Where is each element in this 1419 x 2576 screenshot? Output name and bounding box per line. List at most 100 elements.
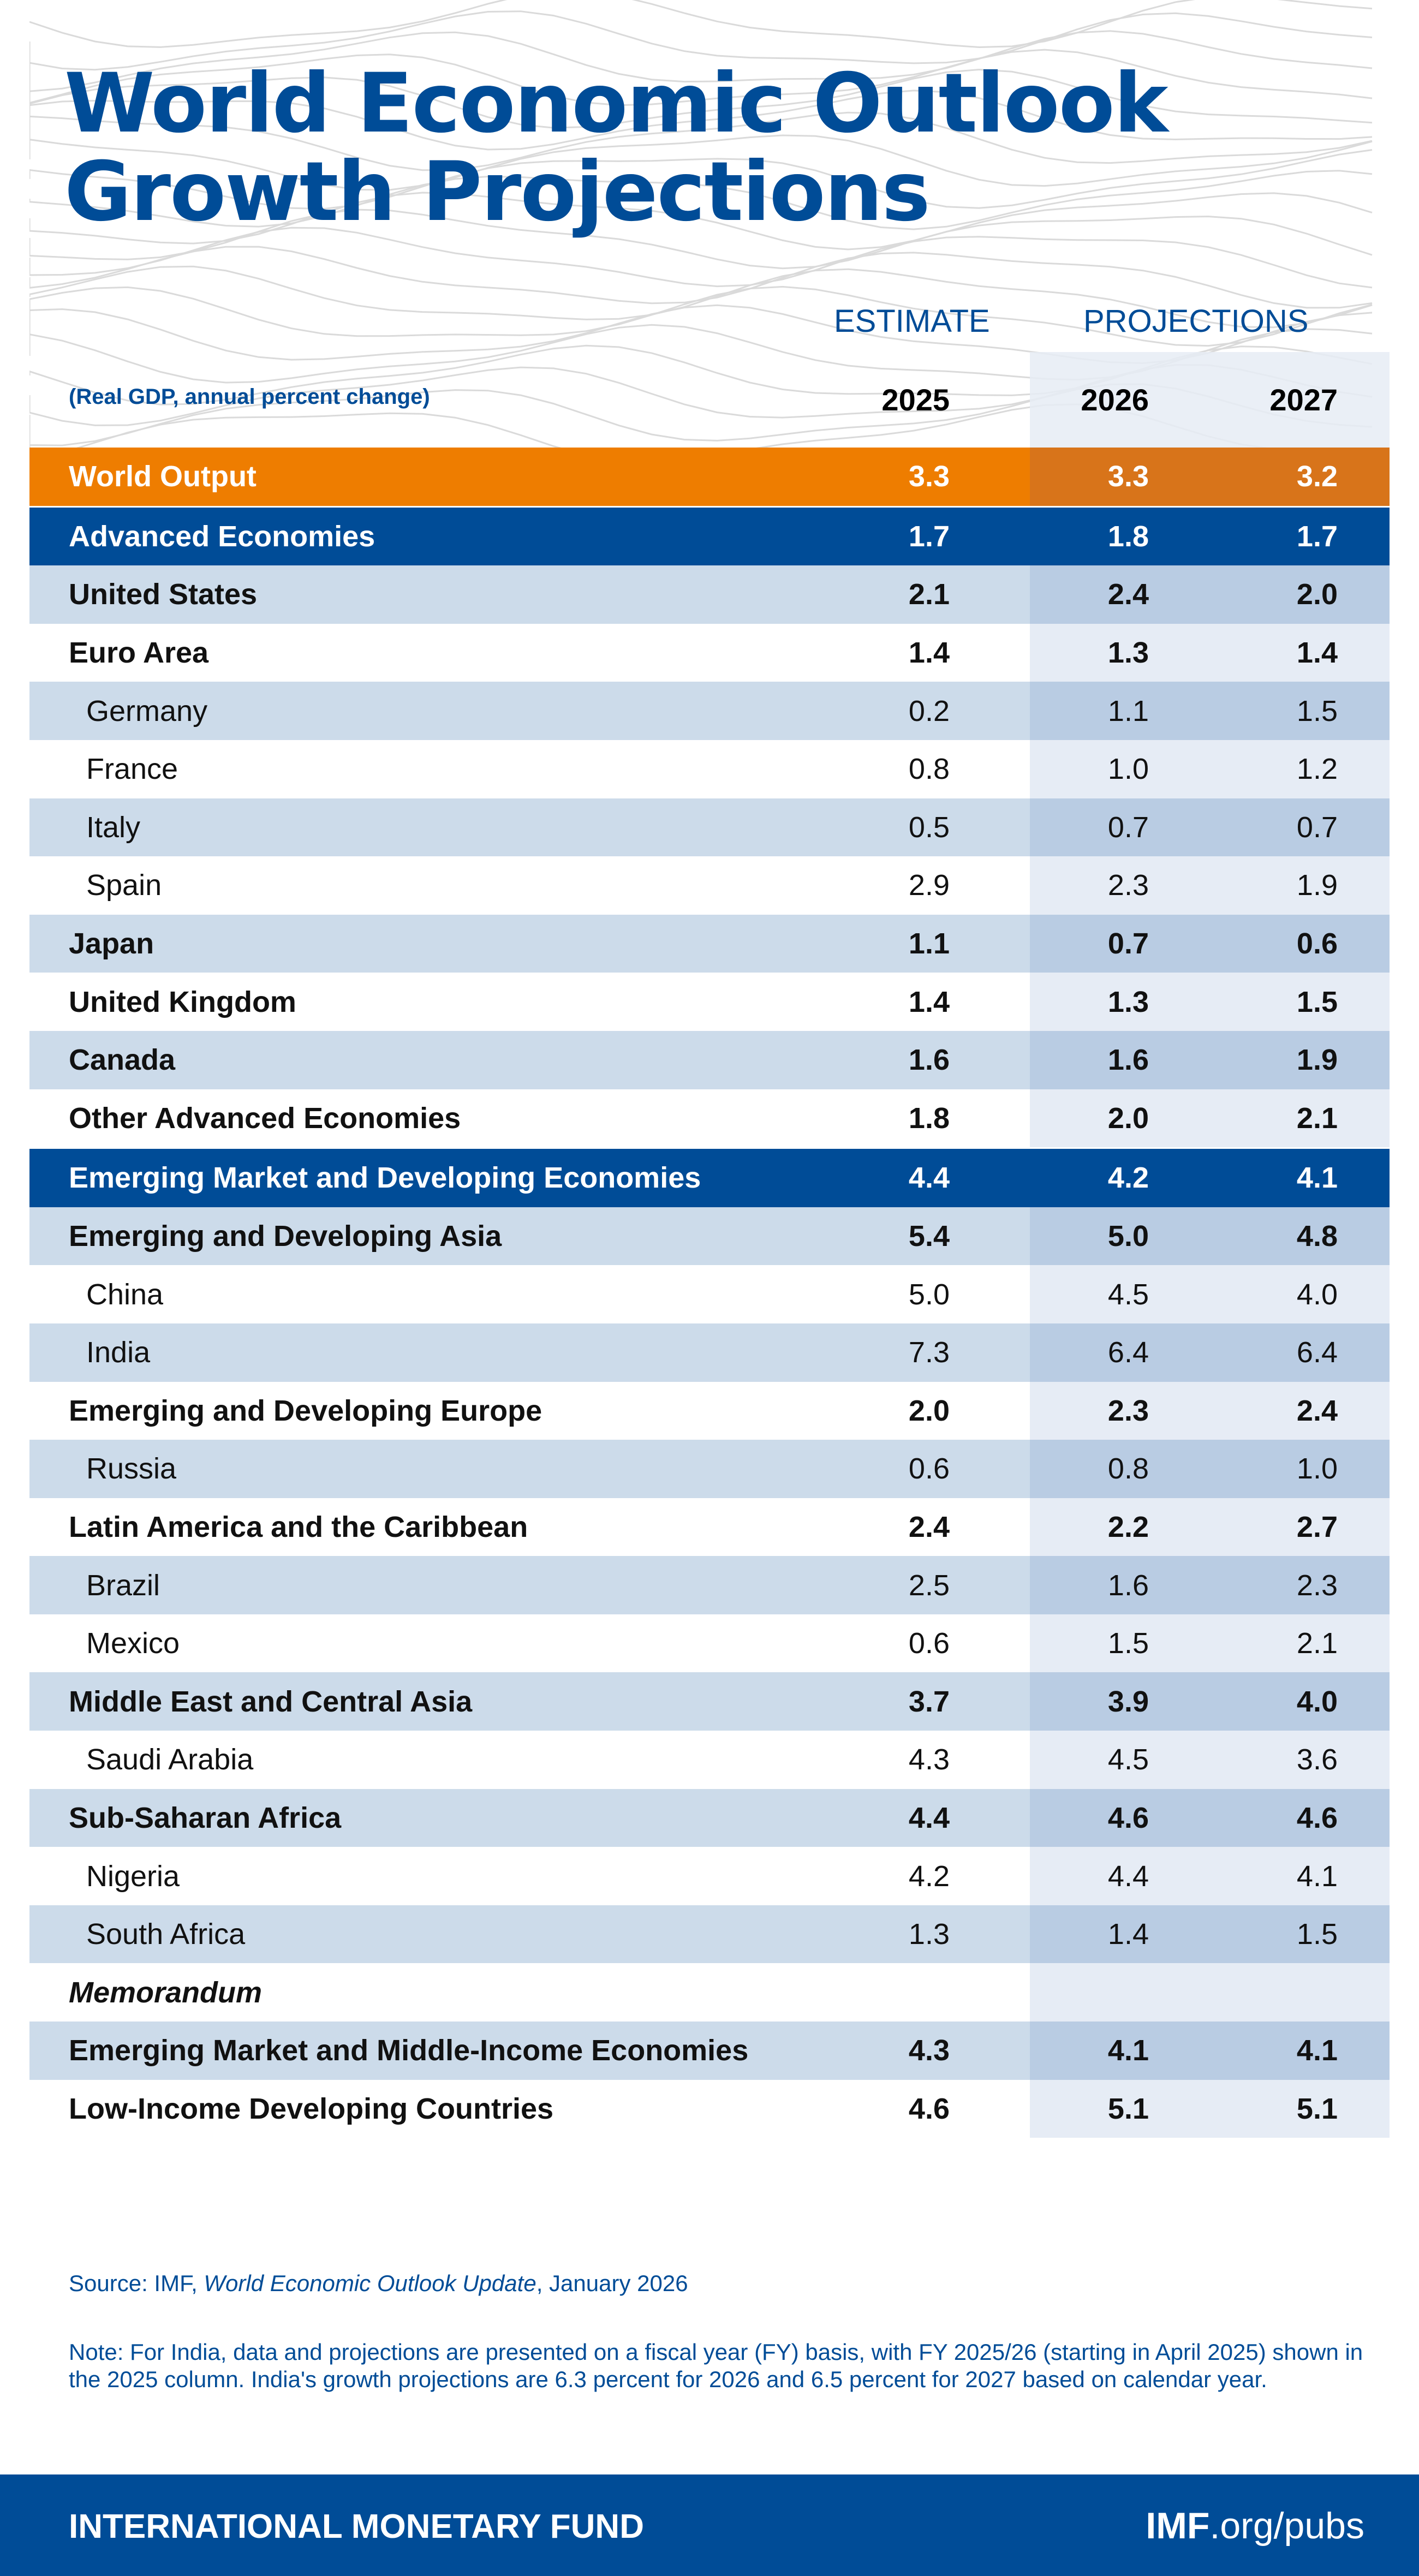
value-2025: 0.6: [908, 1452, 950, 1486]
wave-line: [29, 285, 1373, 347]
table-row: Brazil 2.5 1.6 2.3: [29, 1556, 1390, 1614]
projection-cell-bg: [1030, 798, 1390, 857]
projection-cell-bg: [1030, 623, 1390, 682]
year-header-2025: 2025: [881, 383, 950, 417]
value-2026: 4.6: [1107, 1801, 1149, 1834]
value-2026: 0.7: [1107, 810, 1149, 844]
projection-cell-bg: [1030, 1381, 1390, 1440]
projection-cell-bg: [1030, 973, 1390, 1031]
table-row: Germany 0.2 1.1 1.5: [29, 682, 1390, 740]
row-label: Saudi Arabia: [86, 1743, 254, 1776]
value-2026: 1.5: [1107, 1627, 1149, 1660]
value-2025: 4.3: [908, 2034, 950, 2067]
value-2025: 1.1: [908, 927, 950, 961]
table-row: Emerging Market and Developing Economies…: [29, 1147, 1390, 1207]
value-2026: 3.9: [1107, 1685, 1149, 1718]
value-2027: 1.2: [1296, 753, 1338, 786]
row-label: Emerging and Developing Asia: [69, 1220, 502, 1253]
wave-background-pattern: [29, 0, 1373, 448]
projection-cell-bg: [1030, 1323, 1390, 1382]
row-label: Nigeria: [86, 1859, 180, 1893]
table-row: China 5.0 4.5 4.0: [29, 1265, 1390, 1323]
row-label: Emerging Market and Developing Economies: [69, 1161, 701, 1195]
row-label: Euro Area: [69, 636, 209, 670]
value-2026: 4.5: [1107, 1278, 1149, 1311]
row-label: Emerging and Developing Europe: [69, 1394, 542, 1427]
row-label: Italy: [86, 810, 141, 844]
value-2025: 4.2: [908, 1859, 950, 1893]
table-row: United States 2.1 2.4 2.0: [29, 565, 1390, 624]
value-2026: 2.3: [1107, 1394, 1149, 1427]
projection-cell-bg: [1030, 1265, 1390, 1323]
table-row: Nigeria 4.2 4.4 4.1: [29, 1847, 1390, 1905]
table-row: World Output 3.3 3.3 3.2: [29, 448, 1390, 506]
table-row: Latin America and the Caribbean 2.4 2.2 2.7: [29, 1498, 1390, 1557]
row-label: World Output: [69, 460, 257, 493]
table-row: Memorandum: [29, 1963, 1390, 2022]
value-2027: 0.6: [1296, 927, 1338, 961]
value-2025: 2.5: [908, 1569, 950, 1602]
value-2027: 4.6: [1296, 1801, 1338, 1834]
projection-cell-bg: [1030, 740, 1390, 798]
value-2027: 1.9: [1296, 869, 1338, 902]
row-label: France: [86, 753, 178, 786]
value-2025: 1.4: [908, 636, 950, 670]
projection-cell-bg: [1030, 914, 1390, 973]
value-2026: 2.2: [1107, 1510, 1149, 1543]
row-label: Sub-Saharan Africa: [69, 1801, 342, 1834]
wave-line: [29, 208, 1373, 270]
url-rest: .org/pubs: [1209, 2505, 1364, 2547]
value-2025: 0.6: [908, 1627, 950, 1660]
value-2027: 4.8: [1296, 1220, 1338, 1253]
value-2025: 0.2: [908, 694, 950, 728]
projection-cell-bg: [1030, 1030, 1390, 1089]
table-row: Spain 2.9 2.3 1.9: [29, 856, 1390, 915]
value-2027: 1.9: [1296, 1043, 1338, 1077]
value-2025: 5.0: [908, 1278, 950, 1311]
value-2026: 1.3: [1107, 985, 1149, 1018]
table-row: Russia 0.6 0.8 1.0: [29, 1440, 1390, 1498]
source-suffix: , January 2026: [536, 2270, 688, 2296]
value-2025: 1.4: [908, 985, 950, 1018]
wave-line: [29, 90, 1373, 151]
value-2026: 6.4: [1107, 1336, 1149, 1369]
wave-line: [29, 10, 1373, 71]
projection-cell-bg: [1030, 1731, 1390, 1789]
table-row: Emerging and Developing Asia 5.4 5.0 4.8: [29, 1207, 1390, 1266]
value-2027: 4.0: [1296, 1278, 1338, 1311]
table-row: Saudi Arabia 4.3 4.5 3.6: [29, 1731, 1390, 1789]
value-2027: 1.5: [1296, 985, 1338, 1018]
india-footnote: Note: For India, data and projections ar…: [69, 2339, 1363, 2392]
source-publication: World Economic Outlook Update: [204, 2270, 536, 2296]
page-title-line1: World Economic Outlook: [64, 56, 1168, 151]
value-2026: 4.5: [1107, 1743, 1149, 1776]
value-2027: 2.0: [1296, 578, 1338, 611]
value-2026: 1.0: [1107, 753, 1149, 786]
row-label: Brazil: [86, 1569, 160, 1602]
row-label: Advanced Economies: [69, 520, 375, 553]
wave-line: [29, 246, 1373, 309]
row-label: Canada: [69, 1043, 176, 1077]
value-2026: 0.8: [1107, 1452, 1149, 1486]
value-2026: 4.1: [1107, 2034, 1149, 2067]
value-2026: 2.0: [1107, 1101, 1149, 1135]
projection-cell-bg: [1030, 1207, 1390, 1266]
value-2027: 3.2: [1296, 460, 1338, 493]
value-2025: 0.8: [908, 753, 950, 786]
value-2026: 1.1: [1107, 694, 1149, 728]
wave-line: [29, 49, 1373, 106]
row-label: Spain: [86, 869, 162, 902]
wave-line: [29, 111, 1373, 171]
year-header-2027: 2027: [1269, 383, 1338, 417]
value-2025: 1.3: [908, 1918, 950, 1951]
value-2027: 1.4: [1296, 636, 1338, 670]
value-2027: 0.7: [1296, 810, 1338, 844]
value-2027: 2.1: [1296, 1101, 1338, 1135]
value-2027: 2.4: [1296, 1394, 1338, 1427]
website-link[interactable]: IMF.org/pubs: [1146, 2505, 1364, 2547]
row-label: Latin America and the Caribbean: [69, 1510, 528, 1543]
value-2025: 0.5: [908, 810, 950, 844]
table-row: United Kingdom 1.4 1.3 1.5: [29, 973, 1390, 1031]
wave-line: [29, 0, 1373, 49]
value-2026: 3.3: [1107, 460, 1149, 493]
